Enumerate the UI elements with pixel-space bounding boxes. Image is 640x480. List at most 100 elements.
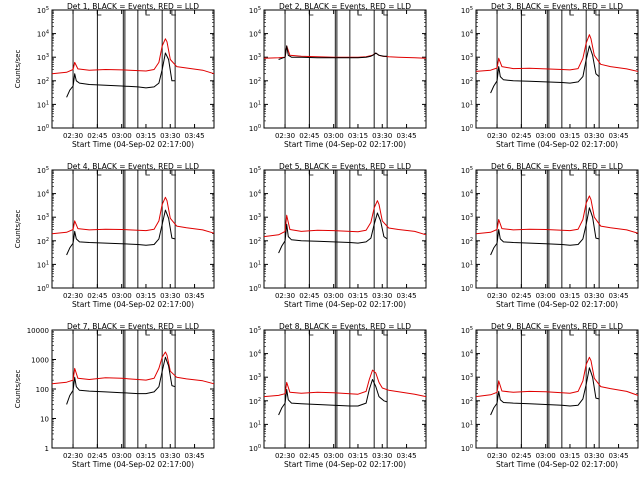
x-tick-label: 03:15: [136, 292, 156, 300]
x-tick-label: 03:45: [184, 132, 204, 140]
x-tick-label: 02:30: [63, 452, 83, 460]
y-tick-label: 104: [37, 190, 49, 199]
interval-bracket: [569, 330, 574, 336]
y-tick-label: 105: [461, 166, 473, 175]
y-tick-label: 10000: [27, 327, 49, 335]
plot-frame: [51, 329, 215, 449]
y-tick-label: 102: [37, 237, 49, 246]
detector-panel-9: Det 9, BLACK = Events, RED = LLD 100 101 10…: [461, 322, 639, 469]
x-axis-label: Start Time (04-Sep-02 02:17:00): [496, 460, 618, 469]
x-tick-label: 03:15: [136, 132, 156, 140]
y-tick-label: 104: [461, 350, 473, 359]
y-tick-label: 103: [249, 213, 261, 222]
x-tick-label: 02:30: [487, 132, 507, 140]
interval-bracket: [145, 170, 150, 176]
x-tick-label: 03:45: [184, 452, 204, 460]
y-tick-label: 104: [37, 30, 49, 39]
lld-series-line: [263, 200, 427, 238]
x-tick-label: 03:30: [584, 292, 604, 300]
y-tick-label: 103: [461, 213, 473, 222]
y-tick-label: 103: [37, 53, 49, 62]
x-tick-label: 03:00: [536, 292, 556, 300]
x-tick-label: 02:30: [63, 292, 83, 300]
events-series-line: [66, 356, 176, 405]
events-series-line: [490, 207, 600, 256]
y-tick-label: 104: [249, 30, 261, 39]
x-axis-label: Start Time (04-Sep-02 02:17:00): [496, 140, 618, 149]
plot-frame: [51, 169, 215, 289]
x-tick-label: 03:30: [372, 132, 392, 140]
x-tick-label: 03:00: [324, 452, 344, 460]
x-tick-label: 03:15: [136, 452, 156, 460]
x-tick-label: 02:45: [511, 132, 531, 140]
detector-panel-6: Det 6, BLACK = Events, RED = LLD 100 101 10…: [461, 162, 639, 309]
y-tick-label: 102: [37, 77, 49, 86]
x-tick-label: 03:30: [160, 132, 180, 140]
y-tick-label: 102: [461, 77, 473, 86]
interval-bracket: [145, 330, 150, 336]
interval-bracket: [520, 10, 526, 16]
plot-frame: [475, 9, 639, 129]
y-tick-label: 105: [249, 6, 261, 15]
detector-panel-5: Det 5, BLACK = Events, RED = LLD 100 101 10…: [249, 162, 427, 309]
plot-frame: [51, 9, 215, 129]
x-axis-label: Start Time (04-Sep-02 02:17:00): [72, 460, 194, 469]
x-tick-label: 03:30: [372, 292, 392, 300]
interval-bracket: [96, 10, 102, 16]
x-tick-label: 02:45: [511, 452, 531, 460]
interval-bracket: [171, 330, 176, 336]
x-tick-label: 02:45: [87, 292, 107, 300]
panel-title: Det 1, BLACK = Events, RED = LLD: [67, 2, 199, 11]
x-tick-label: 03:15: [348, 452, 368, 460]
events-series-line: [278, 212, 388, 254]
y-tick-label: 103: [249, 373, 261, 382]
y-tick-label: 101: [249, 100, 261, 109]
x-tick-label: 02:45: [87, 132, 107, 140]
lld-series-line: [51, 38, 215, 75]
panel-title: Det 3, BLACK = Events, RED = LLD: [491, 2, 623, 11]
lld-series-line: [263, 45, 427, 59]
y-tick-label: 103: [37, 213, 49, 222]
lld-series-line: [475, 356, 639, 398]
y-tick-label: 100: [461, 284, 473, 293]
interval-bracket: [357, 170, 362, 176]
interval-bracket: [96, 330, 102, 336]
x-tick-label: 03:30: [160, 292, 180, 300]
x-tick-label: 02:30: [487, 292, 507, 300]
detector-panel-8: Det 8, BLACK = Events, RED = LLD 100 101 10…: [249, 322, 427, 469]
y-axis-label: Counts/sec: [14, 50, 22, 89]
x-tick-label: 03:15: [560, 292, 580, 300]
lld-series-line: [475, 34, 639, 72]
y-axis-label: Counts/sec: [14, 370, 22, 409]
interval-bracket: [357, 10, 362, 16]
x-tick-label: 03:45: [396, 132, 416, 140]
x-tick-label: 02:45: [511, 292, 531, 300]
x-tick-label: 03:00: [112, 452, 132, 460]
x-axis-label: Start Time (04-Sep-02 02:17:00): [284, 300, 406, 309]
x-tick-label: 02:45: [299, 292, 319, 300]
panel-title: Det 6, BLACK = Events, RED = LLD: [491, 162, 623, 171]
y-tick-label: 102: [461, 397, 473, 406]
x-tick-label: 02:45: [299, 132, 319, 140]
y-axis-label: Counts/sec: [14, 210, 22, 249]
y-tick-label: 101: [37, 100, 49, 109]
y-tick-label: 1000: [31, 357, 49, 365]
x-axis-label: Start Time (04-Sep-02 02:17:00): [72, 140, 194, 149]
panel-title: Det 5, BLACK = Events, RED = LLD: [279, 162, 411, 171]
x-tick-label: 02:30: [275, 452, 295, 460]
x-tick-label: 03:30: [372, 452, 392, 460]
events-series-line: [490, 45, 600, 94]
plot-frame: [475, 329, 639, 449]
interval-bracket: [171, 10, 176, 16]
x-tick-label: 03:00: [536, 452, 556, 460]
y-tick-label: 101: [461, 100, 473, 109]
interval-bracket: [383, 10, 388, 16]
panel-title: Det 9, BLACK = Events, RED = LLD: [491, 322, 623, 331]
y-tick-label: 100: [461, 444, 473, 453]
events-series-line: [490, 367, 600, 416]
events-series-line: [278, 379, 388, 416]
y-tick-label: 101: [461, 260, 473, 269]
interval-bracket: [520, 170, 526, 176]
x-tick-label: 03:15: [560, 452, 580, 460]
plot-frame: [475, 169, 639, 289]
